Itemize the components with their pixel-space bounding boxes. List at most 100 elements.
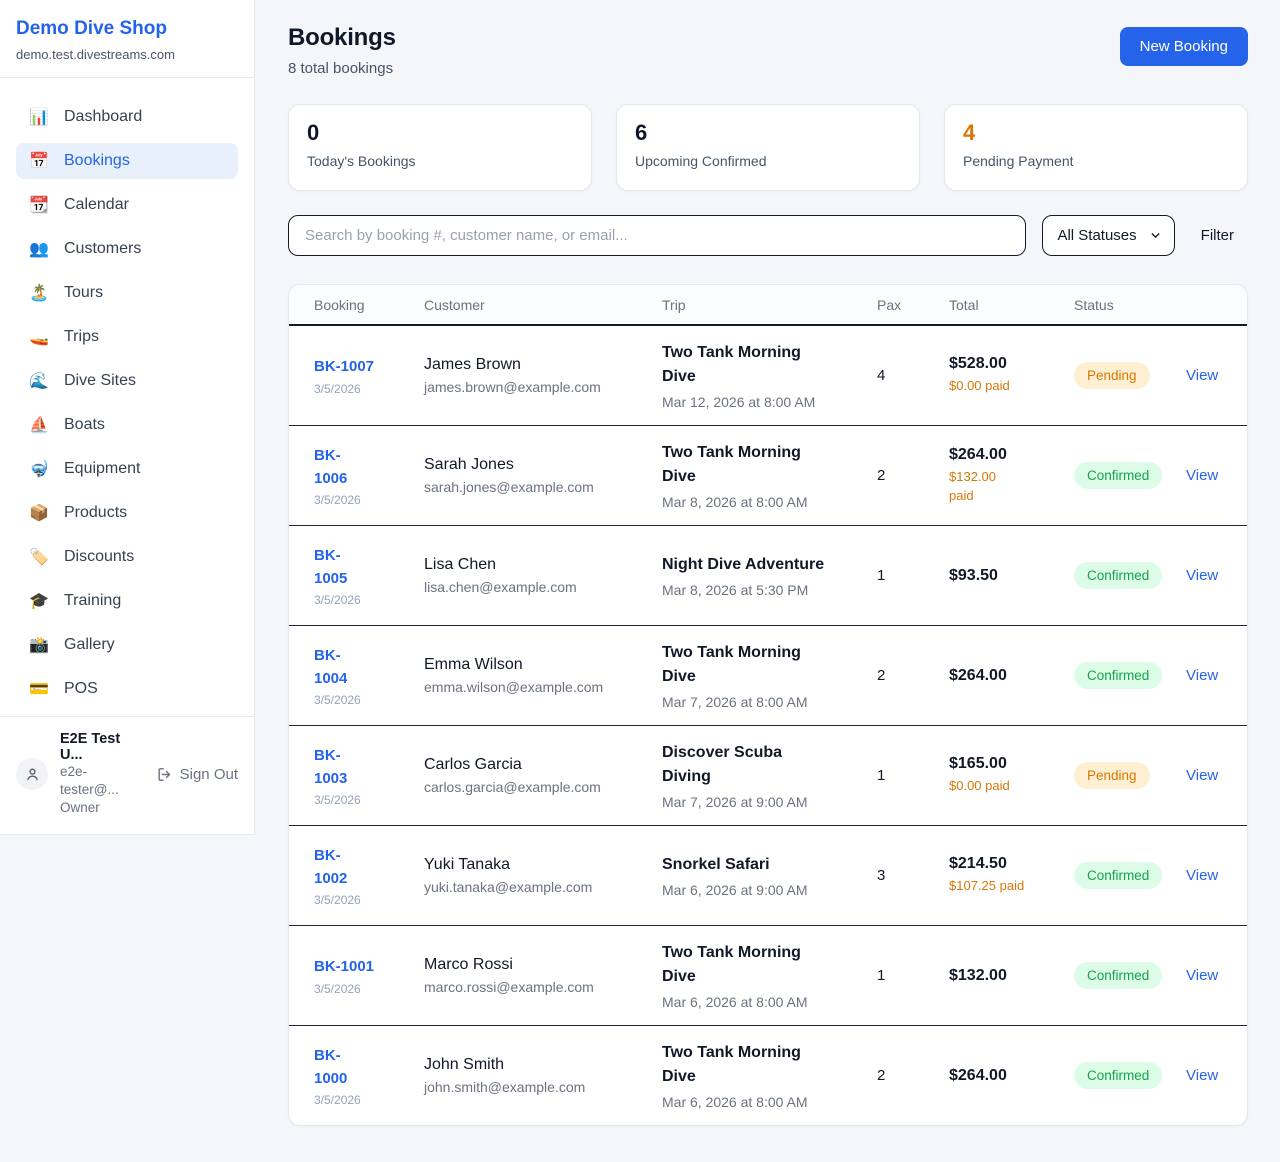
total-cell: $528.00 $0.00 paid	[949, 355, 1074, 396]
search-input[interactable]	[288, 215, 1027, 256]
sidebar-item[interactable]: 👥 Customers	[16, 231, 238, 267]
view-link[interactable]: View	[1186, 767, 1219, 784]
booking-id-link[interactable]: BK- 1000	[314, 1046, 348, 1087]
trip-name: Two Tank Morning Dive	[662, 944, 801, 985]
table-row: BK- 1000 3/5/2026 John Smith john.smith@…	[289, 1026, 1247, 1125]
booking-id-link[interactable]: BK- 1006	[314, 446, 348, 487]
trip-cell: Two Tank Morning Dive Mar 6, 2026 at 8:0…	[662, 1041, 877, 1110]
sidebar-item[interactable]: 🎓 Training	[16, 583, 238, 619]
sidebar-item[interactable]: 📦 Products	[16, 495, 238, 531]
table-row: BK- 1002 3/5/2026 Yuki Tanaka yuki.tanak…	[289, 826, 1247, 926]
sidebar-item-icon: 📦	[29, 505, 49, 522]
customer-name: James Brown	[424, 356, 521, 373]
view-link[interactable]: View	[1186, 967, 1219, 984]
trip-cell: Two Tank Morning Dive Mar 6, 2026 at 8:0…	[662, 941, 877, 1010]
view-link[interactable]: View	[1186, 367, 1219, 384]
trip-name: Discover Scuba Diving	[662, 744, 783, 785]
booking-id-link[interactable]: BK- 1004	[314, 646, 348, 687]
user-email: e2e-tester@...	[60, 764, 119, 798]
page-subtitle: 8 total bookings	[288, 60, 394, 77]
booking-date: 3/5/2026	[314, 493, 361, 508]
table-row: BK- 1004 3/5/2026 Emma Wilson emma.wilso…	[289, 626, 1247, 726]
avatar	[16, 758, 48, 791]
total-cell: $132.00	[949, 967, 1074, 985]
page-header: Bookings 8 total bookings New Booking	[288, 24, 1248, 77]
booking-cell: BK- 1003 3/5/2026	[314, 744, 424, 808]
view-link[interactable]: View	[1186, 1067, 1219, 1084]
user-meta: E2E Test U... e2e-tester@... Owner	[60, 731, 144, 818]
column-header-trip: Trip	[662, 296, 686, 313]
stats-row: 0 Today's Bookings 6 Upcoming Confirmed …	[288, 104, 1248, 191]
sign-out-button[interactable]: Sign Out	[156, 766, 238, 783]
status-cell: Confirmed	[1074, 462, 1186, 489]
sidebar-item-icon: 📆	[29, 197, 49, 214]
sidebar-item[interactable]: 📆 Calendar	[16, 187, 238, 223]
sidebar-item[interactable]: 📊 Dashboard	[16, 99, 238, 135]
stat-value: 0	[307, 120, 320, 145]
booking-id-link[interactable]: BK-1001	[314, 958, 375, 976]
booking-date: 3/5/2026	[314, 381, 361, 396]
view-link[interactable]: View	[1186, 467, 1219, 484]
view-link[interactable]: View	[1186, 567, 1219, 584]
total-amount: $264.00	[949, 445, 1007, 463]
sidebar-item[interactable]: 🏝️ Tours	[16, 275, 238, 311]
filter-button[interactable]: Filter	[1200, 227, 1234, 244]
customer-cell: Yuki Tanaka yuki.tanaka@example.com	[424, 856, 662, 895]
sidebar-item-label: Dive Sites	[64, 372, 137, 389]
page-header-text: Bookings 8 total bookings	[288, 24, 396, 77]
column-header-total: Total	[949, 296, 979, 313]
person-icon	[24, 766, 41, 783]
brand-block: Demo Dive Shop demo.test.divestreams.com	[0, 0, 254, 78]
pax-value: 4	[877, 367, 886, 384]
booking-cell: BK- 1004 3/5/2026	[314, 644, 424, 708]
trip-name: Two Tank Morning Dive	[662, 344, 801, 385]
stat-label: Today's Bookings	[307, 153, 416, 169]
status-filter-value: All Statuses	[1057, 227, 1137, 244]
sidebar-item[interactable]: 📸 Gallery	[16, 627, 238, 663]
pax-value: 2	[877, 667, 886, 684]
trip-cell: Snorkel Safari Mar 6, 2026 at 9:00 AM	[662, 853, 877, 898]
main-content: Bookings 8 total bookings New Booking 0 …	[255, 0, 1280, 1126]
sidebar-item[interactable]: 📅 Bookings	[16, 143, 238, 179]
user-role: Owner	[60, 800, 100, 816]
table-header-row: Booking Customer Trip Pax Total Status	[289, 285, 1247, 326]
sidebar-item[interactable]: 💳 POS	[16, 671, 238, 707]
column-header-status: Status	[1074, 296, 1114, 313]
sidebar-item-icon: 🏝️	[29, 285, 49, 302]
sidebar-item[interactable]: 🤿 Equipment	[16, 451, 238, 487]
sidebar-item[interactable]: ⛵ Boats	[16, 407, 238, 443]
view-link[interactable]: View	[1186, 667, 1219, 684]
sidebar-item-label: Training	[64, 592, 122, 609]
booking-id-link[interactable]: BK- 1002	[314, 846, 348, 887]
sidebar-item-icon: 📊	[29, 109, 49, 126]
stat-value: 4	[963, 120, 976, 145]
sidebar-item[interactable]: 🌊 Dive Sites	[16, 363, 238, 399]
booking-cell: BK- 1005 3/5/2026	[314, 544, 424, 608]
booking-id-link[interactable]: BK- 1003	[314, 746, 348, 787]
view-link[interactable]: View	[1186, 867, 1219, 884]
customer-email: sarah.jones@example.com	[424, 479, 594, 495]
trip-name: Snorkel Safari	[662, 856, 770, 873]
sidebar-item-icon: 👥	[29, 241, 49, 258]
trip-datetime: Mar 8, 2026 at 8:00 AM	[662, 494, 808, 510]
trip-datetime: Mar 8, 2026 at 5:30 PM	[662, 582, 809, 598]
status-badge: Confirmed	[1074, 862, 1163, 889]
status-cell: Confirmed	[1074, 562, 1186, 589]
user-name: E2E Test U...	[60, 731, 121, 763]
trip-datetime: Mar 6, 2026 at 8:00 AM	[662, 1094, 808, 1110]
booking-id-link[interactable]: BK- 1005	[314, 546, 348, 587]
stat-label: Pending Payment	[963, 153, 1074, 169]
sidebar-item[interactable]: 🚤 Trips	[16, 319, 238, 355]
status-filter-select[interactable]: All Statuses	[1042, 215, 1175, 256]
new-booking-button[interactable]: New Booking	[1119, 27, 1248, 66]
pax-value: 3	[877, 867, 886, 884]
sidebar-item-icon: 🚤	[29, 329, 49, 346]
status-cell: Confirmed	[1074, 1062, 1186, 1089]
booking-id-link[interactable]: BK-1007	[314, 358, 375, 376]
stat-value: 6	[635, 120, 648, 145]
table-row: BK- 1003 3/5/2026 Carlos Garcia carlos.g…	[289, 726, 1247, 826]
sidebar-item-label: Products	[64, 504, 128, 521]
booking-date: 3/5/2026	[314, 693, 361, 708]
sidebar-item[interactable]: 🏷️ Discounts	[16, 539, 238, 575]
total-amount: $264.00	[949, 666, 1007, 684]
